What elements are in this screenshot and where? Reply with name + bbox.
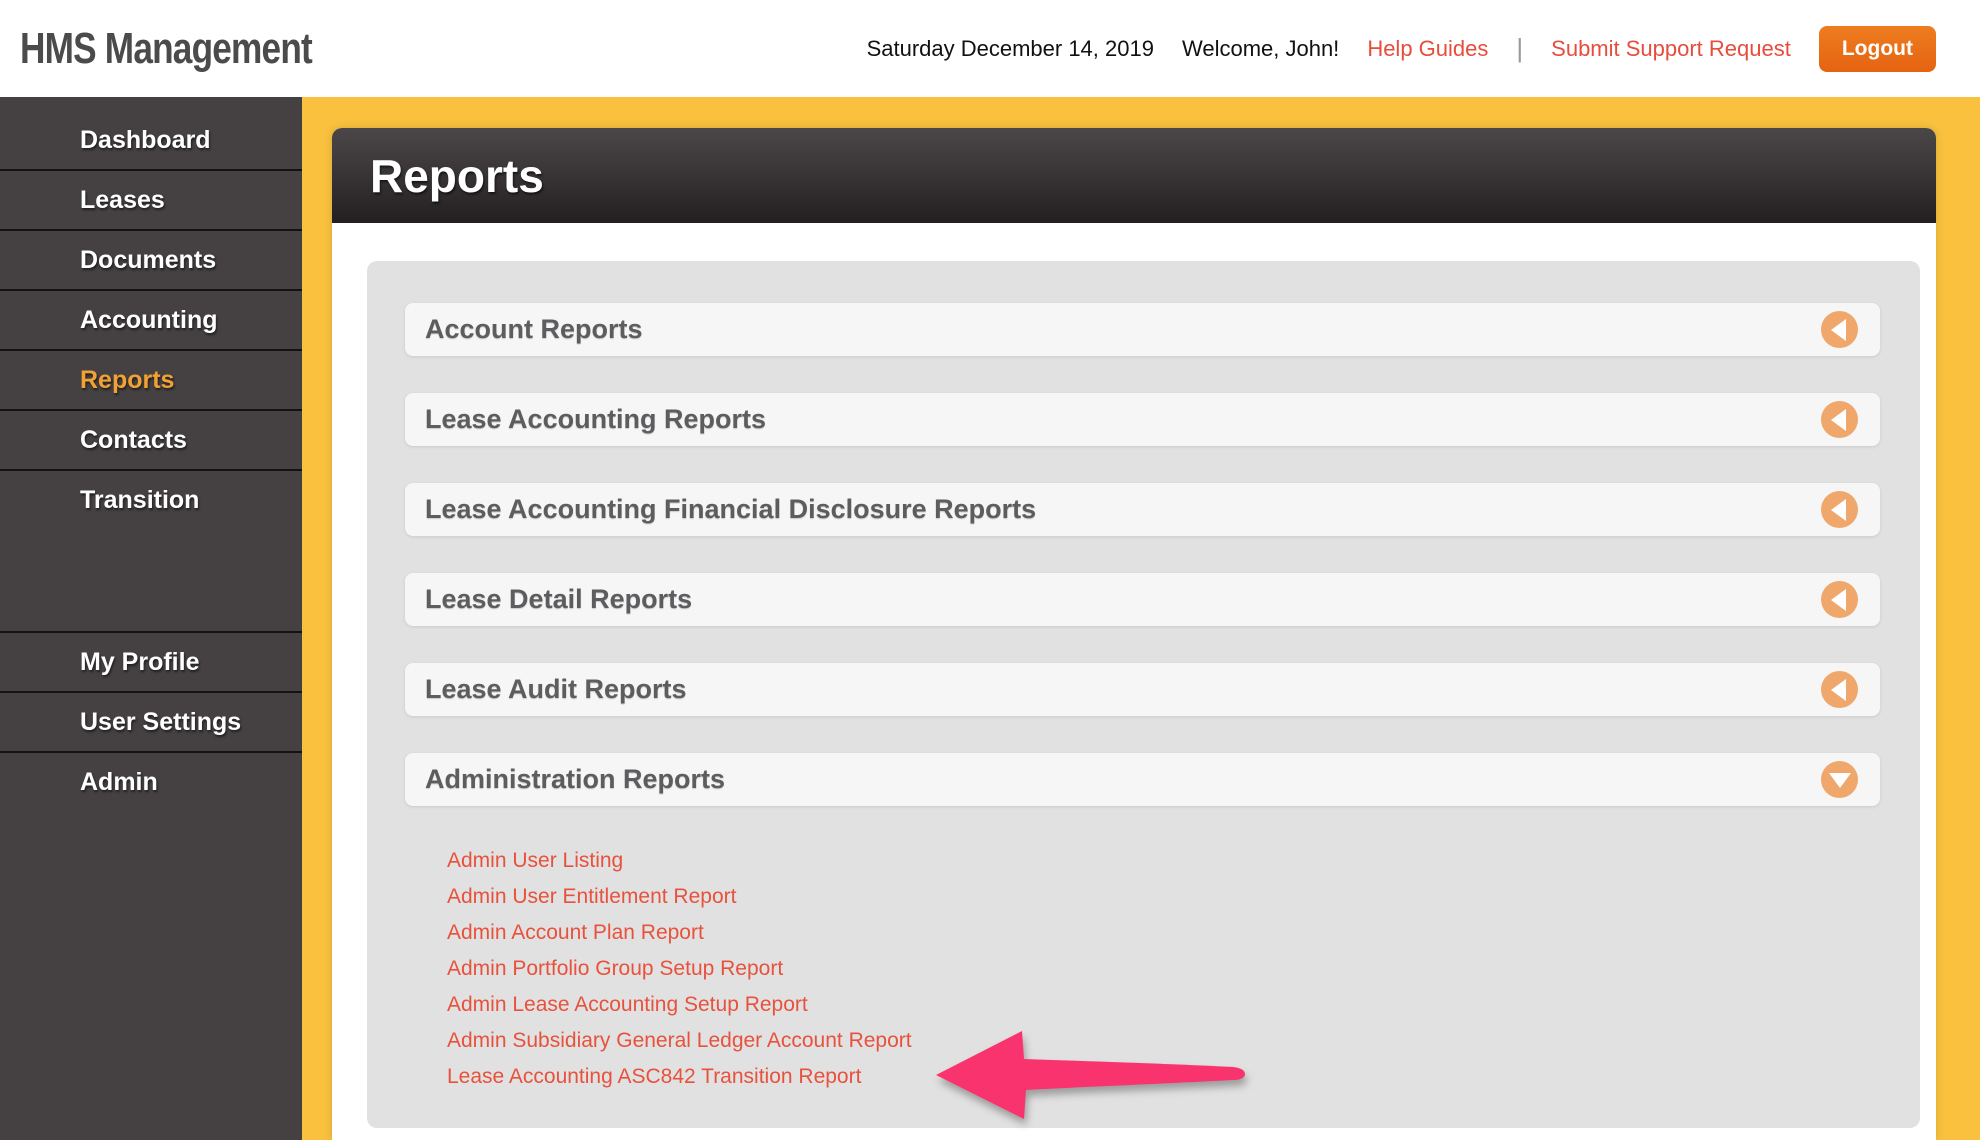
sidebar-item-leases[interactable]: Leases <box>0 171 302 231</box>
link-admin-user-listing[interactable]: Admin User Listing <box>447 849 624 872</box>
sidebar-item-admin[interactable]: Admin <box>0 751 302 811</box>
accordion-label: Lease Accounting Reports <box>425 404 767 434</box>
sidebar-group-gap <box>0 531 302 631</box>
chevron-left-icon[interactable] <box>1821 671 1858 708</box>
submit-support-request-link[interactable]: Submit Support Request <box>1551 35 1791 61</box>
sidebar-item-transition[interactable]: Transition <box>80 486 200 514</box>
welcome-message: Welcome, John! <box>1181 35 1340 61</box>
reports-card: Reports Account Reports Lease Accounting… <box>332 128 1936 1140</box>
header-divider: | <box>1516 33 1524 63</box>
report-categories-panel: Account Reports Lease Accounting Reports… <box>367 261 1920 1128</box>
admin-report-link-list: Admin User Listing Admin User Entitlemen… <box>447 843 1880 1095</box>
page-shell: Dashboard Leases Documents Accounting Re… <box>0 97 1980 1140</box>
help-guides-link[interactable]: Help Guides <box>1367 35 1489 61</box>
sidebar-nav: Dashboard Leases Documents Accounting Re… <box>0 97 302 1140</box>
accordion-account-reports[interactable]: Account Reports <box>405 303 1880 356</box>
chevron-left-icon[interactable] <box>1821 491 1858 528</box>
accordion-label: Account Reports <box>425 314 643 344</box>
top-header: HMS Management Saturday December 14, 201… <box>0 0 1980 97</box>
logout-button[interactable]: Logout <box>1818 25 1936 72</box>
accordion-administration-reports[interactable]: Administration Reports <box>405 753 1880 806</box>
accordion-label: Administration Reports <box>425 764 726 794</box>
page-title: Reports <box>370 149 544 202</box>
accordion-label: Lease Audit Reports <box>425 674 687 704</box>
link-admin-lease-accounting-setup-report[interactable]: Admin Lease Accounting Setup Report <box>447 993 808 1016</box>
main-area: Reports Account Reports Lease Accounting… <box>302 97 1980 1140</box>
link-admin-user-entitlement-report[interactable]: Admin User Entitlement Report <box>447 885 737 908</box>
accordion-lease-accounting-reports[interactable]: Lease Accounting Reports <box>405 393 1880 446</box>
top-header-right: Saturday December 14, 2019 Welcome, John… <box>866 25 1936 72</box>
accordion-lease-detail-reports[interactable]: Lease Detail Reports <box>405 573 1880 626</box>
sidebar-item-accounting[interactable]: Accounting <box>0 291 302 351</box>
chevron-left-icon[interactable] <box>1821 401 1858 438</box>
sidebar-primary-group: Dashboard Leases Documents Accounting Re… <box>0 111 302 531</box>
sidebar-item-my-profile[interactable]: My Profile <box>0 631 302 691</box>
link-admin-subsidiary-general-ledger-account-report[interactable]: Admin Subsidiary General Ledger Account … <box>447 1029 912 1052</box>
sidebar-item-reports[interactable]: Reports <box>0 351 302 411</box>
chevron-left-icon[interactable] <box>1821 581 1858 618</box>
sidebar-item-dashboard[interactable]: Dashboard <box>0 111 302 171</box>
link-lease-accounting-asc842-transition-report[interactable]: Lease Accounting ASC842 Transition Repor… <box>447 1065 862 1088</box>
chevron-left-icon[interactable] <box>1821 311 1858 348</box>
link-admin-portfolio-group-setup-report[interactable]: Admin Portfolio Group Setup Report <box>447 957 784 980</box>
app-logo: HMS Management <box>20 23 313 73</box>
sidebar-item-contacts[interactable]: Contacts <box>0 411 302 471</box>
chevron-down-icon[interactable] <box>1821 761 1858 798</box>
sidebar-item-documents[interactable]: Documents <box>0 231 302 291</box>
current-date: Saturday December 14, 2019 <box>866 35 1154 61</box>
accordion-lease-accounting-financial-disclosure-reports[interactable]: Lease Accounting Financial Disclosure Re… <box>405 483 1880 536</box>
sidebar-item-user-settings[interactable]: User Settings <box>0 691 302 751</box>
accordion-label: Lease Detail Reports <box>425 584 693 614</box>
reports-card-body: Account Reports Lease Accounting Reports… <box>332 223 1936 1128</box>
sidebar-secondary-group: My Profile User Settings Admin <box>0 631 302 811</box>
reports-card-header: Reports <box>332 128 1936 223</box>
accordion-lease-audit-reports[interactable]: Lease Audit Reports <box>405 663 1880 716</box>
accordion-label: Lease Accounting Financial Disclosure Re… <box>425 494 1037 524</box>
link-admin-account-plan-report[interactable]: Admin Account Plan Report <box>447 921 704 944</box>
